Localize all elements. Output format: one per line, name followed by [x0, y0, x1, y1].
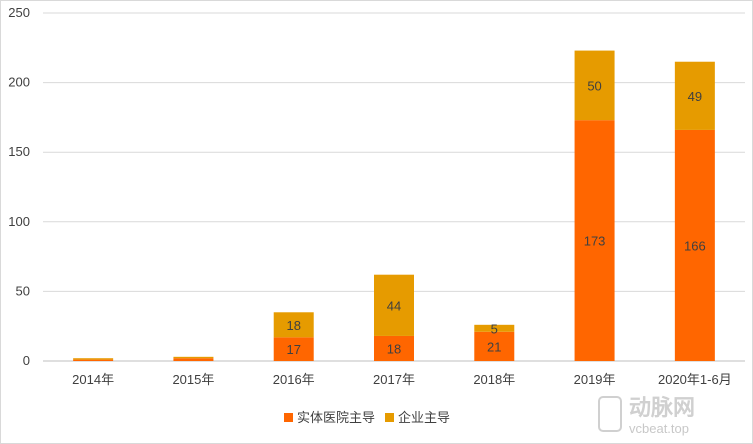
legend-swatch	[284, 413, 293, 422]
y-tick-label: 250	[8, 5, 30, 20]
legend: 实体医院主导 企业主导	[284, 410, 450, 425]
x-tick-label: 2017年	[373, 372, 415, 387]
data-label: 21	[487, 339, 501, 354]
watermark-logo-icon	[598, 396, 622, 432]
x-tick-label: 2014年	[72, 372, 114, 387]
bar-segment-enterprise	[574, 50, 615, 121]
bar-segment-hospital	[574, 120, 615, 362]
bar-segment-hospital	[474, 331, 515, 361]
bar-segment-hospital	[674, 129, 715, 361]
bar-segment-enterprise	[474, 324, 515, 332]
data-label: 173	[584, 234, 606, 249]
legend-swatch	[385, 413, 394, 422]
y-tick-label: 0	[23, 353, 30, 368]
data-label: 44	[387, 298, 401, 313]
bars: 17 18 18 44 21 5 173 50 166 49	[73, 50, 715, 362]
data-label: 18	[387, 341, 401, 356]
data-label: 50	[587, 78, 601, 93]
x-tick-label: 2019年	[574, 372, 616, 387]
y-tick-label: 150	[8, 144, 30, 159]
bar-segment-enterprise	[273, 312, 314, 338]
y-axis-ticks: 0 50 100 150 200 250	[8, 5, 30, 368]
bar-segment-hospital	[374, 335, 414, 361]
x-tick-label: 2020年1-6月	[658, 372, 732, 387]
watermark: 动脉网 vcbeat.top	[598, 395, 695, 436]
bar-segment-enterprise	[73, 358, 114, 360]
watermark-logo-text: 动脉网	[629, 395, 695, 420]
bar-segment-enterprise	[674, 61, 715, 130]
data-label: 17	[286, 342, 300, 357]
bar-segment-hospital	[173, 358, 214, 361]
x-tick-label: 2015年	[172, 372, 214, 387]
x-tick-label: 2016年	[273, 372, 315, 387]
data-label: 5	[491, 321, 498, 336]
legend-label: 实体医院主导	[297, 410, 375, 425]
y-tick-label: 50	[16, 283, 30, 298]
x-axis-ticks: 2014年 2015年 2016年 2017年 2018年 2019年 2020年1-6月	[72, 372, 732, 387]
data-label: 166	[684, 238, 706, 253]
y-tick-label: 100	[8, 214, 30, 229]
data-label: 49	[688, 89, 702, 104]
y-tick-label: 200	[8, 75, 30, 90]
bar-segment-enterprise	[374, 274, 414, 336]
legend-label: 企业主导	[398, 410, 450, 425]
gridlines	[43, 12, 745, 362]
bar-segment-hospital	[73, 359, 114, 361]
watermark-url: vcbeat.top	[629, 421, 689, 436]
bar-segment-hospital	[273, 337, 314, 361]
x-tick-label: 2018年	[473, 372, 515, 387]
data-label: 18	[286, 318, 300, 333]
bar-segment-enterprise	[173, 356, 214, 359]
